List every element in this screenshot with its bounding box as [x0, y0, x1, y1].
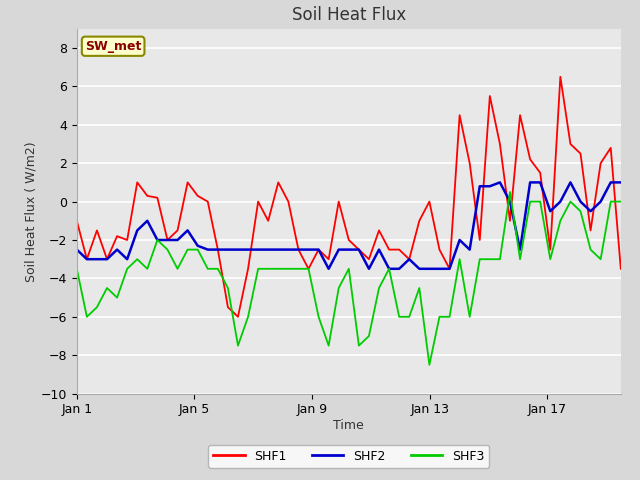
SHF1: [173, 228, 181, 233]
SHF2: [325, 266, 333, 272]
SHF2: [607, 180, 614, 185]
Legend: SHF1, SHF2, SHF3: SHF1, SHF2, SHF3: [209, 444, 489, 468]
Text: SW_met: SW_met: [85, 40, 141, 53]
SHF3: [73, 266, 81, 272]
SHF2: [173, 237, 181, 243]
SHF1: [285, 199, 292, 204]
SHF2: [204, 247, 212, 252]
SHF2: [73, 247, 81, 252]
SHF3: [173, 266, 181, 272]
SHF1: [577, 151, 584, 156]
SHF3: [617, 199, 625, 204]
SHF1: [234, 314, 242, 320]
SHF1: [607, 145, 614, 151]
SHF2: [496, 180, 504, 185]
X-axis label: Time: Time: [333, 419, 364, 432]
SHF1: [617, 266, 625, 272]
SHF3: [577, 208, 584, 214]
SHF3: [204, 266, 212, 272]
Title: Soil Heat Flux: Soil Heat Flux: [292, 6, 406, 24]
Line: SHF2: SHF2: [77, 182, 621, 269]
SHF2: [617, 180, 625, 185]
Line: SHF3: SHF3: [77, 192, 621, 365]
SHF3: [275, 266, 282, 272]
SHF2: [133, 228, 141, 233]
SHF3: [426, 362, 433, 368]
SHF2: [275, 247, 282, 252]
SHF3: [506, 189, 514, 195]
SHF3: [607, 199, 614, 204]
SHF3: [133, 256, 141, 262]
SHF1: [133, 180, 141, 185]
SHF1: [73, 218, 81, 224]
SHF2: [577, 199, 584, 204]
SHF1: [557, 74, 564, 80]
Line: SHF1: SHF1: [77, 77, 621, 317]
SHF1: [204, 199, 212, 204]
Y-axis label: Soil Heat Flux ( W/m2): Soil Heat Flux ( W/m2): [25, 141, 38, 281]
